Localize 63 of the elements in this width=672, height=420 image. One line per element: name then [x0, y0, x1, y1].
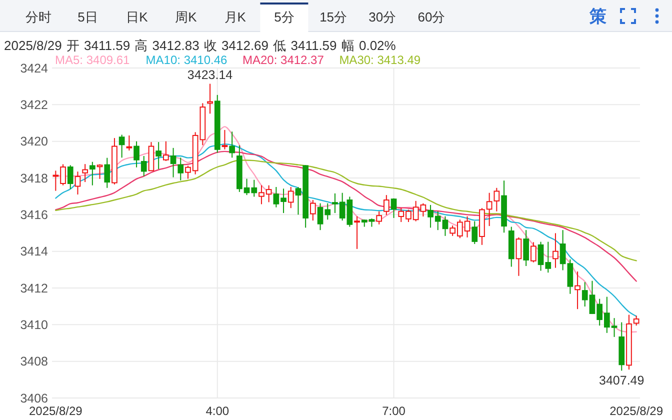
- text: MA20: 3412.37: [242, 53, 324, 67]
- x-tick-label: 7:00: [382, 404, 406, 418]
- candlestick: [178, 157, 184, 181]
- candlestick: [288, 186, 294, 209]
- text: 月K: [224, 10, 246, 24]
- candlestick: [82, 164, 88, 183]
- y-tick-label: 3418: [20, 171, 48, 186]
- candlestick: [530, 242, 536, 263]
- text: 5分: [274, 10, 294, 24]
- y-tick-label: 3412: [20, 281, 48, 296]
- x-tick-label: 2025/8/29: [28, 404, 83, 418]
- chart-subtitle: 2025/8/29 开 3411.59 高 3412.83 收 3412.69 低 3411.59 幅 0.02%: [4, 38, 396, 53]
- annotation: 3423.14: [187, 68, 233, 82]
- candlestick: [104, 157, 110, 188]
- annotation: 3407.49: [599, 374, 644, 388]
- candlestick: [126, 134, 132, 151]
- text: 5日: [78, 10, 98, 24]
- candlestick: [354, 216, 360, 250]
- y-tick-label: 3416: [20, 208, 48, 222]
- candlestick: [207, 83, 213, 114]
- x-tick-label: 2025/8/29: [610, 404, 664, 418]
- candlestick: [156, 142, 162, 170]
- candlestick: [96, 164, 103, 180]
- candlestick: [90, 161, 96, 186]
- candlestick: [222, 129, 228, 150]
- candlestick: [376, 210, 382, 225]
- candlestick: [516, 236, 522, 276]
- line-series: [55, 143, 637, 317]
- x-tick-label: 4:00: [206, 404, 230, 418]
- text: 60分: [418, 10, 446, 24]
- text: 日K: [126, 10, 148, 24]
- candlestick: [472, 220, 478, 244]
- text: 分时: [26, 10, 52, 24]
- text: MA10: 3410.46: [146, 53, 228, 67]
- y-tick-label: 3408: [20, 354, 48, 369]
- candlestick: [163, 140, 169, 162]
- line-series: [55, 160, 637, 262]
- text: MA30: 3413.49: [339, 53, 421, 67]
- candlestick: [574, 271, 580, 310]
- y-tick-label: 3406: [20, 391, 48, 406]
- text: 30分: [368, 10, 396, 24]
- candlestick: [552, 232, 558, 268]
- candlestick: [74, 171, 81, 195]
- candlestick: [633, 315, 640, 326]
- y-tick-label: 3414: [20, 244, 48, 259]
- y-tick-label: 3410: [20, 318, 48, 332]
- candlestick: [310, 200, 316, 222]
- candlestick: [140, 156, 147, 177]
- y-tick-label: 3420: [20, 134, 48, 149]
- candlestick: [523, 230, 529, 266]
- text: 策: [588, 7, 606, 26]
- text: 周K: [175, 10, 198, 24]
- candlestick: [67, 164, 74, 190]
- candlestick: [118, 134, 125, 158]
- candlestick: [390, 198, 397, 218]
- y-tick-label: 3424: [20, 61, 48, 76]
- candlestick: [170, 147, 176, 178]
- candlestick: [384, 194, 390, 216]
- y-tick-label: 3422: [20, 98, 48, 112]
- text: MA5: 3409.61: [55, 53, 130, 67]
- candlestick: [229, 131, 235, 158]
- candlestick: [134, 140, 140, 168]
- text: 15分: [320, 10, 348, 24]
